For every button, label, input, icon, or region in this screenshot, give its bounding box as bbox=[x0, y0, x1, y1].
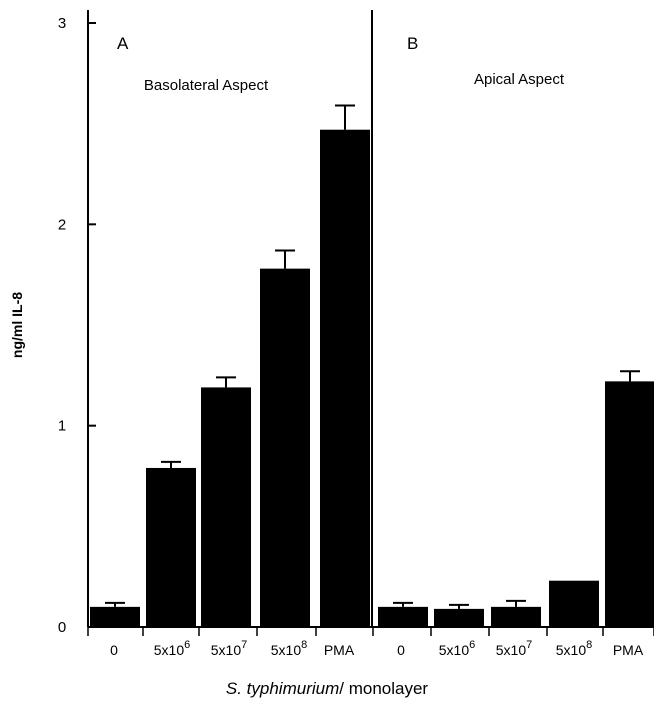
bar bbox=[90, 606, 140, 627]
category-label: 0 bbox=[397, 642, 405, 658]
category-label: 5x106 bbox=[439, 639, 475, 658]
bar bbox=[146, 467, 196, 627]
bar bbox=[549, 580, 599, 627]
y-tick-label: 3 bbox=[58, 15, 66, 32]
labels: 0 1 2 3 0 5x106 5x107 5x108 PMA A Basolateral Aspe… bbox=[9, 15, 644, 698]
y-tick-label: 0 bbox=[58, 619, 66, 636]
bar bbox=[434, 608, 484, 627]
panel-title: Basolateral Aspect bbox=[144, 77, 269, 94]
x-axis-label: S. typhimurium/ monolayer bbox=[226, 679, 429, 698]
y-tick-label: 2 bbox=[58, 216, 66, 233]
bar bbox=[378, 606, 428, 627]
category-label: 5x106 bbox=[154, 639, 190, 658]
bar bbox=[260, 268, 310, 627]
bar bbox=[491, 606, 541, 627]
category-label: 5x107 bbox=[496, 639, 532, 658]
y-axis-label: ng/ml IL-8 bbox=[9, 292, 25, 358]
category-label: 0 bbox=[110, 642, 118, 658]
bars bbox=[90, 104, 654, 627]
y-tick-label: 1 bbox=[58, 418, 66, 435]
panel-letter: A bbox=[117, 34, 129, 53]
category-label: PMA bbox=[613, 642, 644, 658]
category-label: 5x107 bbox=[211, 639, 247, 658]
category-label: 5x108 bbox=[271, 639, 307, 658]
category-label: PMA bbox=[324, 642, 355, 658]
bar bbox=[201, 387, 251, 627]
bar bbox=[320, 129, 370, 627]
category-label: 5x108 bbox=[556, 639, 592, 658]
panel-title: Apical Aspect bbox=[474, 71, 565, 88]
bar bbox=[605, 381, 654, 627]
panel-letter: B bbox=[407, 34, 418, 53]
